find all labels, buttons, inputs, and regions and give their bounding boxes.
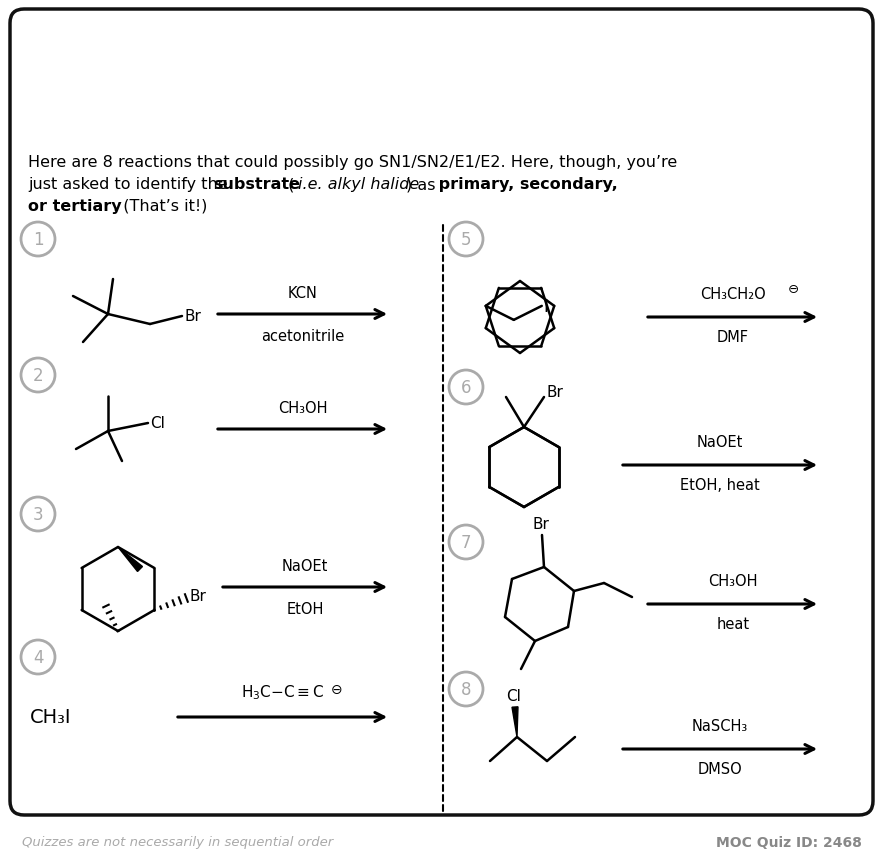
Text: ) as: ) as [406, 177, 436, 192]
Text: 6: 6 [461, 379, 471, 397]
Text: H$_3$C$-$C$\equiv$C: H$_3$C$-$C$\equiv$C [241, 683, 324, 701]
Text: i.e. alkyl halide: i.e. alkyl halide [298, 177, 419, 192]
Text: EtOH: EtOH [286, 601, 324, 616]
Text: Br: Br [184, 309, 201, 324]
Text: Here are 8 reactions that could possibly go SN1/SN2/E1/E2. Here, though, you’re: Here are 8 reactions that could possibly… [28, 155, 677, 170]
Text: (: ( [283, 177, 300, 192]
Text: primary, secondary,: primary, secondary, [433, 177, 618, 192]
Text: ⊖: ⊖ [332, 682, 343, 697]
Text: acetonitrile: acetonitrile [261, 329, 344, 344]
Text: I: I [544, 298, 549, 315]
Text: 5: 5 [461, 231, 471, 249]
Text: heat: heat [716, 616, 750, 631]
Text: Quizzes are not necessarily in sequential order: Quizzes are not necessarily in sequentia… [22, 835, 333, 848]
Circle shape [21, 223, 55, 257]
Text: EtOH, heat: EtOH, heat [680, 478, 760, 492]
Text: NaSCH₃: NaSCH₃ [692, 718, 748, 734]
Polygon shape [512, 707, 518, 737]
Text: ⊖: ⊖ [788, 282, 798, 295]
FancyBboxPatch shape [10, 10, 873, 815]
Circle shape [449, 525, 483, 560]
Text: Cl: Cl [150, 416, 165, 431]
Text: . (That’s it!): . (That’s it!) [113, 199, 208, 214]
Text: 4: 4 [33, 648, 43, 666]
Text: CH₃CH₂O: CH₃CH₂O [700, 287, 766, 301]
Text: CH₃OH: CH₃OH [278, 400, 327, 416]
Text: NaOEt: NaOEt [697, 435, 743, 449]
Text: Cl: Cl [507, 688, 522, 703]
Text: Br: Br [189, 589, 206, 604]
Text: or tertiary: or tertiary [28, 199, 122, 214]
Text: DMF: DMF [717, 330, 749, 344]
Text: Br: Br [546, 385, 563, 400]
Text: CH₃OH: CH₃OH [708, 573, 758, 588]
Polygon shape [118, 548, 142, 572]
Circle shape [21, 498, 55, 531]
Circle shape [449, 223, 483, 257]
Text: 7: 7 [461, 533, 471, 551]
Text: just asked to identify the: just asked to identify the [28, 177, 232, 192]
Text: Br: Br [532, 517, 550, 531]
Text: NaOEt: NaOEt [282, 558, 328, 573]
Circle shape [21, 641, 55, 674]
Text: 3: 3 [33, 505, 43, 523]
Text: DMSO: DMSO [697, 761, 743, 776]
Text: 8: 8 [461, 680, 471, 698]
Circle shape [449, 672, 483, 706]
Circle shape [449, 370, 483, 405]
Text: KCN: KCN [287, 286, 317, 300]
Text: substrate: substrate [213, 177, 300, 192]
Text: 1: 1 [33, 231, 43, 249]
Text: MOC Quiz ID: 2468: MOC Quiz ID: 2468 [716, 835, 862, 849]
Circle shape [21, 358, 55, 393]
Text: CH₃I: CH₃I [30, 708, 72, 727]
Text: 2: 2 [33, 367, 43, 385]
